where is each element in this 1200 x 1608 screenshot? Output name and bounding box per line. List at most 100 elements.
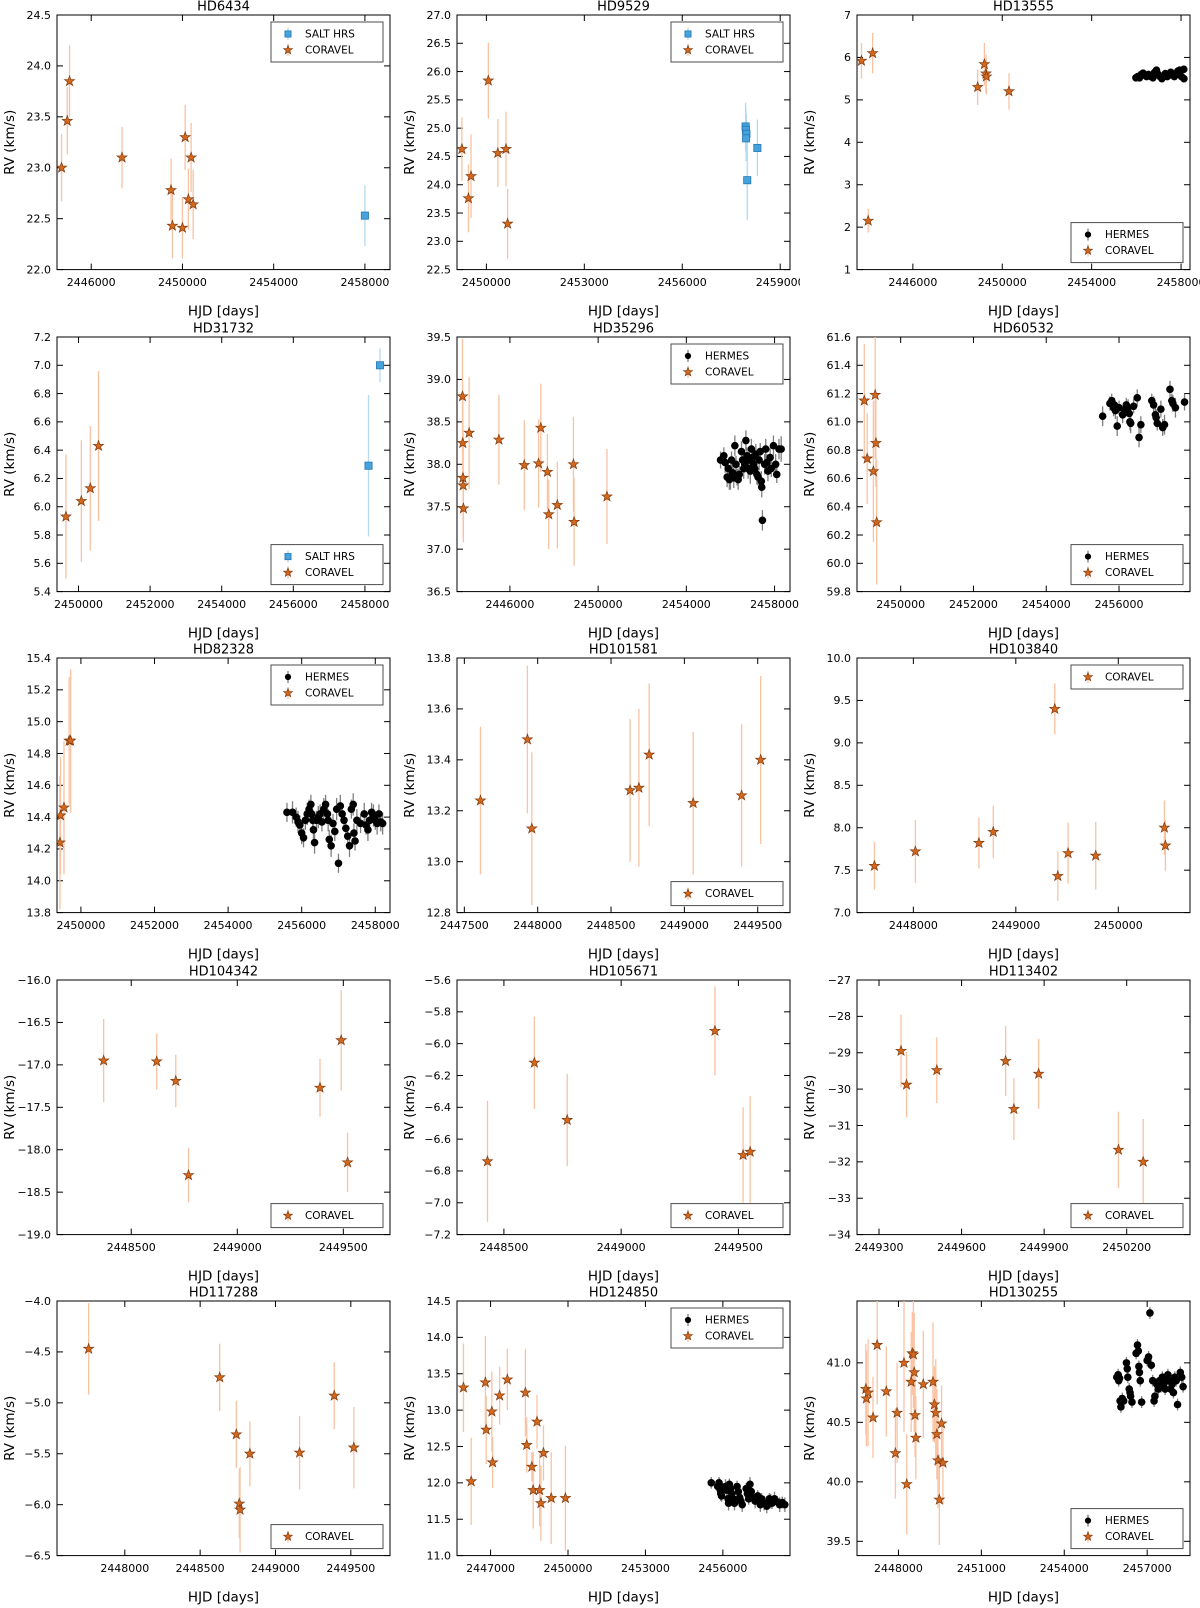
chart-hd124850: 2447000 2450000 2453000 2456000 11.0 11.5 12.0… <box>402 1286 791 1606</box>
legend-label: HERMES <box>1105 229 1149 241</box>
chart-title: HD124850 <box>589 1286 658 1300</box>
tick-labels: 2446000 2450000 2454000 2458000 22.0 22.5 23.0… <box>27 9 390 289</box>
series-coravel <box>457 389 613 527</box>
plot-area <box>859 1301 1187 1546</box>
legend-label: CORAVEL <box>1105 1532 1154 1544</box>
svg-text:6.8: 6.8 <box>34 387 51 400</box>
svg-text:25.0: 25.0 <box>427 122 451 135</box>
svg-text:2450000: 2450000 <box>574 598 623 611</box>
chart-title: HD82328 <box>193 643 254 657</box>
legend-label: CORAVEL <box>705 1331 754 1343</box>
x-axis-label: HJD [days] <box>588 625 659 641</box>
plot-area <box>474 665 767 906</box>
chart-title: HD104342 <box>189 965 258 979</box>
legend-label: CORAVEL <box>305 1210 354 1222</box>
svg-text:7.2: 7.2 <box>34 330 51 343</box>
svg-text:2456000: 2456000 <box>269 598 318 611</box>
legend: HERMES CORAVEL <box>1070 543 1184 585</box>
svg-text:−6.4: −6.4 <box>424 1101 451 1114</box>
chart-hd105671: 2448500 2449000 2449500 −7.2 −7.0 −6.8 −6.6 −6.… <box>402 965 791 1284</box>
svg-text:2449500: 2449500 <box>714 1241 763 1254</box>
legend-label: HERMES <box>305 672 349 684</box>
svg-text:40.0: 40.0 <box>827 1476 851 1489</box>
svg-text:12.8: 12.8 <box>427 907 451 920</box>
x-axis-label: HJD [days] <box>588 304 659 320</box>
axis-ticks <box>57 14 390 271</box>
plot-frame <box>456 979 791 1235</box>
series-coravel <box>97 1033 354 1181</box>
svg-text:2452000: 2452000 <box>949 598 998 611</box>
svg-text:2449000: 2449000 <box>251 1562 300 1575</box>
svg-text:−6.0: −6.0 <box>424 1037 451 1050</box>
svg-text:23.5: 23.5 <box>27 111 51 124</box>
legend: HERMES CORAVEL <box>1070 222 1184 264</box>
svg-text:22.0: 22.0 <box>27 263 51 276</box>
axis-ticks <box>857 1301 1190 1556</box>
chart-title: HD117288 <box>189 1286 258 1300</box>
series-coravel <box>481 1024 757 1167</box>
svg-text:2450000: 2450000 <box>462 276 511 289</box>
svg-text:2459000: 2459000 <box>756 276 800 289</box>
svg-text:−6.2: −6.2 <box>424 1069 451 1082</box>
series-hermes <box>716 436 785 524</box>
svg-text:13.8: 13.8 <box>27 907 51 920</box>
chart-title: HD35296 <box>593 322 654 336</box>
svg-text:2450000: 2450000 <box>978 276 1027 289</box>
svg-text:2450000: 2450000 <box>1094 919 1143 932</box>
legend-label: CORAVEL <box>1105 672 1154 684</box>
svg-text:−19.0: −19.0 <box>17 1228 51 1241</box>
svg-text:2454000: 2454000 <box>249 276 298 289</box>
svg-text:2458000: 2458000 <box>340 276 389 289</box>
svg-text:27.0: 27.0 <box>427 9 451 22</box>
tick-labels: 2450000 2453000 2456000 2459000 22.5 23.0 23.5… <box>427 9 800 289</box>
svg-text:2448500: 2448500 <box>176 1562 225 1575</box>
tick-labels: 2450000 2452000 2454000 2456000 2458000 13.8 1… <box>27 652 400 932</box>
svg-text:24.0: 24.0 <box>27 60 51 73</box>
chart-cell-hd124850: 2447000 2450000 2453000 2456000 11.0 11.5 12.0… <box>400 1286 800 1608</box>
series-coravel <box>457 1373 572 1509</box>
svg-text:2448500: 2448500 <box>587 919 636 932</box>
x-axis-label: HJD [days] <box>588 1590 659 1606</box>
plot-area <box>868 683 1172 901</box>
chart-cell-hd105671: 2448500 2449000 2449500 −7.2 −7.0 −6.8 −6.6 −6.… <box>400 965 800 1287</box>
svg-text:2449500: 2449500 <box>319 1241 368 1254</box>
chart-hd6434: 2446000 2450000 2454000 2458000 22.0 22.5 23.0… <box>2 0 391 320</box>
chart-hd104342: 2448500 2449000 2449500 −19.0 −18.5 −18.0 −17.… <box>2 965 391 1284</box>
svg-text:7.0: 7.0 <box>834 907 851 920</box>
svg-text:5.4: 5.4 <box>34 585 51 598</box>
axis-ticks <box>57 336 390 592</box>
svg-text:37.0: 37.0 <box>427 543 451 556</box>
legend-label: CORAVEL <box>305 45 354 57</box>
tick-labels: 2446000 2450000 2454000 2458000 1 2 3 4 5 6 7 <box>844 9 1200 289</box>
svg-text:2449500: 2449500 <box>326 1562 375 1575</box>
svg-text:9.5: 9.5 <box>834 694 851 707</box>
svg-text:−5.6: −5.6 <box>424 974 451 987</box>
svg-text:60.4: 60.4 <box>827 500 851 513</box>
series-hermes <box>707 1479 789 1511</box>
svg-text:2448000: 2448000 <box>100 1562 149 1575</box>
svg-text:61.0: 61.0 <box>827 415 851 428</box>
plot-area <box>858 336 1189 585</box>
y-axis-label: RV (km/s) <box>802 431 818 496</box>
tick-labels: 2447500 2448000 2448500 2449000 2449500 12.8 1… <box>427 652 783 932</box>
svg-text:13.5: 13.5 <box>427 1368 451 1381</box>
chart-title: HD101581 <box>589 643 658 657</box>
svg-text:23.0: 23.0 <box>427 235 451 248</box>
svg-text:−6.5: −6.5 <box>24 1550 51 1563</box>
svg-text:−29: −29 <box>828 1046 851 1059</box>
chart-hd130255: 2448000 2451000 2454000 2457000 39.5 40.0 40.5… <box>802 1286 1191 1606</box>
chart-cell-hd103840: 2448000 2449000 2450000 7.0 7.5 8.0 8.5 9.0 9.5 1… <box>800 643 1200 965</box>
legend-label: CORAVEL <box>1105 567 1154 579</box>
series-coravel <box>857 46 1016 226</box>
legend-label: CORAVEL <box>305 688 354 700</box>
svg-text:10.0: 10.0 <box>827 652 851 665</box>
svg-text:2446000: 2446000 <box>67 276 116 289</box>
svg-text:2448500: 2448500 <box>107 1241 156 1254</box>
svg-text:5.8: 5.8 <box>34 528 51 541</box>
svg-text:−5.0: −5.0 <box>24 1397 51 1410</box>
legend-label: SALT HRS <box>305 29 355 41</box>
svg-text:13.0: 13.0 <box>427 1404 451 1417</box>
chart-hd113402: 2449300 2449600 2449900 2450200 −34 −33 −32 −31… <box>802 965 1191 1284</box>
svg-text:−27: −27 <box>828 974 851 987</box>
svg-text:12.5: 12.5 <box>427 1441 451 1454</box>
